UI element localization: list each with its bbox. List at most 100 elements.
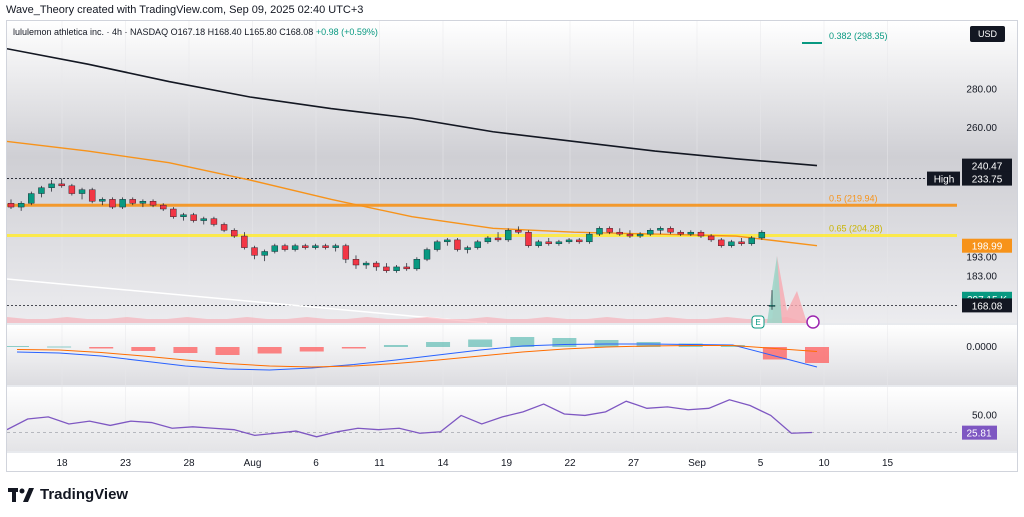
close-value: 168.08: [285, 27, 314, 37]
x-tick-label: 18: [56, 458, 68, 469]
candle-body: [129, 199, 136, 204]
candle-body: [667, 228, 674, 233]
candle-body: [545, 241, 552, 244]
macd-histogram-bar: [762, 347, 787, 360]
currency-button[interactable]: USD: [969, 26, 1005, 42]
macd-histogram-bar: [468, 339, 493, 347]
fib-level-label: 0.65 (204.28): [829, 223, 883, 233]
candle-body: [576, 239, 583, 243]
candle-body: [718, 239, 725, 246]
x-tick-label: Aug: [244, 458, 262, 469]
fib-level-label: 0.5 (219.94): [829, 193, 878, 203]
open-value: 167.18: [177, 27, 206, 37]
candle-body: [362, 262, 370, 266]
dividend-marker-icon[interactable]: [806, 315, 820, 329]
candle-body: [728, 241, 735, 246]
candle-body: [738, 241, 745, 244]
symbol-name: lululemon athletica inc. · 4h · NASDAQ: [13, 27, 169, 37]
candle-body: [251, 247, 258, 256]
macd-histogram-bar: [805, 347, 829, 363]
candle-body: [28, 193, 35, 204]
candle-body: [616, 231, 623, 235]
x-tick-label: 5: [758, 458, 764, 469]
candle-body: [555, 241, 563, 244]
earnings-marker-icon-glyph: E: [755, 318, 760, 327]
candle-body: [58, 183, 65, 187]
brand-name: TradingView: [40, 486, 129, 503]
trend-line[interactable]: [7, 278, 488, 324]
candle-body: [180, 214, 187, 217]
candle-body: [231, 230, 238, 237]
candle-body: [119, 199, 126, 208]
top-bar: Wave_Theory created with TradingView.com…: [0, 0, 1024, 20]
macd-histogram-bar: [131, 347, 156, 351]
x-tick-label: 22: [564, 458, 576, 469]
price-label-box: [962, 238, 1012, 253]
candle-body: [210, 218, 218, 225]
rsi-value-label: 25.81: [966, 429, 991, 440]
candle-body: [657, 228, 664, 231]
macd-histogram-bar: [89, 347, 114, 349]
candle-body: [433, 241, 441, 250]
x-tick-label: Sep: [688, 458, 706, 469]
price-label-value: 240.47: [972, 162, 1003, 173]
price-label-box: [962, 298, 1012, 313]
candle-body: [241, 235, 248, 248]
candle-body: [474, 241, 481, 248]
candle-body: [454, 239, 461, 250]
macd-histogram-bar: [215, 347, 240, 355]
candle-body: [535, 241, 542, 246]
macd-line: [16, 343, 818, 371]
candle-body: [636, 233, 644, 237]
candle-body: [302, 245, 309, 248]
high-label: H: [207, 27, 215, 37]
candle-body: [220, 224, 228, 231]
candle-body: [606, 228, 613, 233]
candle-body: [596, 228, 603, 235]
candle-body: [626, 233, 634, 237]
candle-body: [170, 208, 177, 217]
candle-body: [149, 201, 157, 206]
ema-50-line: [7, 140, 818, 247]
macd-histogram-bar: [426, 342, 451, 347]
x-tick-label: 10: [818, 458, 830, 469]
candle-body: [768, 305, 776, 307]
price-label-box: [962, 158, 1012, 173]
candle-body: [38, 187, 45, 194]
candle-body: [281, 245, 289, 250]
chart-frame[interactable]: 0.382 (298.35) 0.5 (219.94) 0.65 (204.28) E…: [6, 20, 1018, 472]
candle-body: [312, 245, 319, 248]
candle-body: [352, 259, 360, 266]
price-tick-label: 260.00: [966, 123, 997, 134]
candle-body: [697, 231, 705, 237]
x-tick-label: 23: [120, 458, 132, 469]
change-value: +0.98 (+0.59%): [315, 27, 378, 37]
rsi-line: [7, 399, 813, 438]
chart-credit: Wave_Theory created with TradingView.com…: [6, 4, 364, 16]
candle-body: [109, 199, 116, 208]
candle-body: [444, 239, 451, 243]
candle-body: [515, 230, 522, 233]
macd-histogram-bar: [47, 346, 72, 348]
macd-histogram-bar: [552, 338, 577, 347]
high-value: 168.40: [214, 27, 242, 37]
earnings-marker-icon[interactable]: [751, 315, 765, 329]
close-label: C: [279, 27, 286, 37]
price-tick-label: 193.00: [966, 252, 997, 263]
chart-canvas[interactable]: 0.382 (298.35) 0.5 (219.94) 0.65 (204.28) E…: [7, 21, 1018, 472]
candle-body: [291, 245, 299, 250]
candle-body: [403, 266, 410, 270]
candle-body: [271, 245, 279, 252]
rsi-pane-background: [7, 387, 1017, 451]
candle-body: [159, 204, 167, 210]
macd-histogram-bar: [299, 347, 324, 352]
candle-body: [677, 231, 684, 235]
candle-body: [68, 185, 76, 194]
x-tick-label: 11: [374, 458, 385, 469]
candle-body: [707, 235, 715, 241]
x-tick-label: 6: [313, 458, 319, 469]
candle-body: [525, 231, 532, 246]
candle-body: [423, 249, 431, 260]
candle-body: [504, 230, 512, 241]
candle-body: [7, 203, 15, 208]
